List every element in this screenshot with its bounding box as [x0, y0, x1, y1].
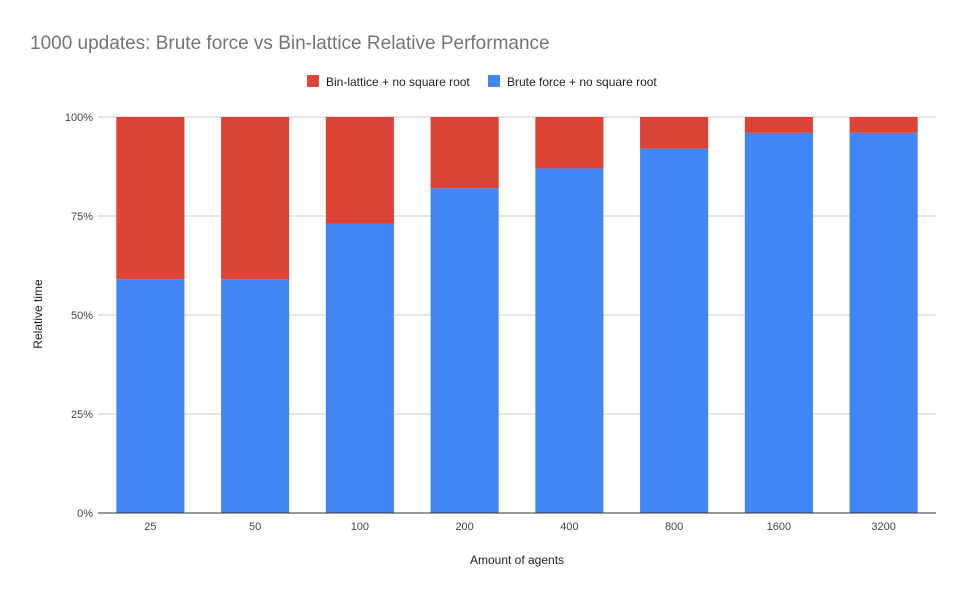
y-tick-label: 100%	[65, 112, 93, 124]
bar-brute-force	[849, 132, 918, 513]
y-tick-label: 25%	[71, 409, 93, 421]
bar-brute-force	[116, 279, 185, 513]
x-tick-label: 3200	[871, 521, 895, 533]
x-axis-ticks: 25 50 100 200 400 800 1600 3200	[144, 521, 896, 533]
x-tick-label: 50	[249, 521, 261, 533]
bar-bin-lattice	[116, 117, 185, 280]
x-tick-label: 200	[455, 521, 473, 533]
x-tick-label: 1600	[767, 521, 791, 533]
bar-bin-lattice	[325, 117, 394, 224]
bar-bin-lattice	[221, 117, 290, 280]
legend-label-brute-force: Brute force + no square root	[507, 75, 657, 89]
bar-brute-force	[640, 148, 709, 513]
y-tick-label: 75%	[71, 211, 93, 223]
y-axis-label: Relative time	[31, 279, 45, 349]
bar-bin-lattice	[744, 117, 813, 133]
y-tick-label: 0%	[77, 508, 93, 520]
chart-title: 1000 updates: Brute force vs Bin-lattice…	[30, 33, 550, 54]
x-axis-label: Amount of agents	[470, 553, 564, 567]
legend-label-bin-lattice: Bin-lattice + no square root	[326, 75, 470, 89]
bars	[98, 117, 936, 514]
bar-bin-lattice	[849, 117, 918, 133]
bar-bin-lattice	[535, 117, 604, 169]
legend-swatch-brute-force	[488, 75, 500, 87]
y-tick-label: 50%	[71, 310, 93, 322]
x-tick-label: 800	[665, 521, 683, 533]
x-tick-label: 400	[560, 521, 578, 533]
bar-brute-force	[535, 168, 604, 514]
bar-brute-force	[325, 223, 394, 514]
bar-bin-lattice	[430, 117, 499, 189]
bar-brute-force	[221, 279, 290, 513]
legend-swatch-bin-lattice	[307, 75, 319, 87]
x-tick-label: 25	[144, 521, 156, 533]
y-axis-ticks: 0% 25% 50% 75% 100%	[65, 112, 93, 520]
x-tick-label: 100	[351, 521, 369, 533]
bar-brute-force	[744, 132, 813, 513]
bar-bin-lattice	[640, 117, 709, 149]
legend: Bin-lattice + no square root Brute force…	[307, 75, 657, 89]
bar-brute-force	[430, 188, 499, 513]
